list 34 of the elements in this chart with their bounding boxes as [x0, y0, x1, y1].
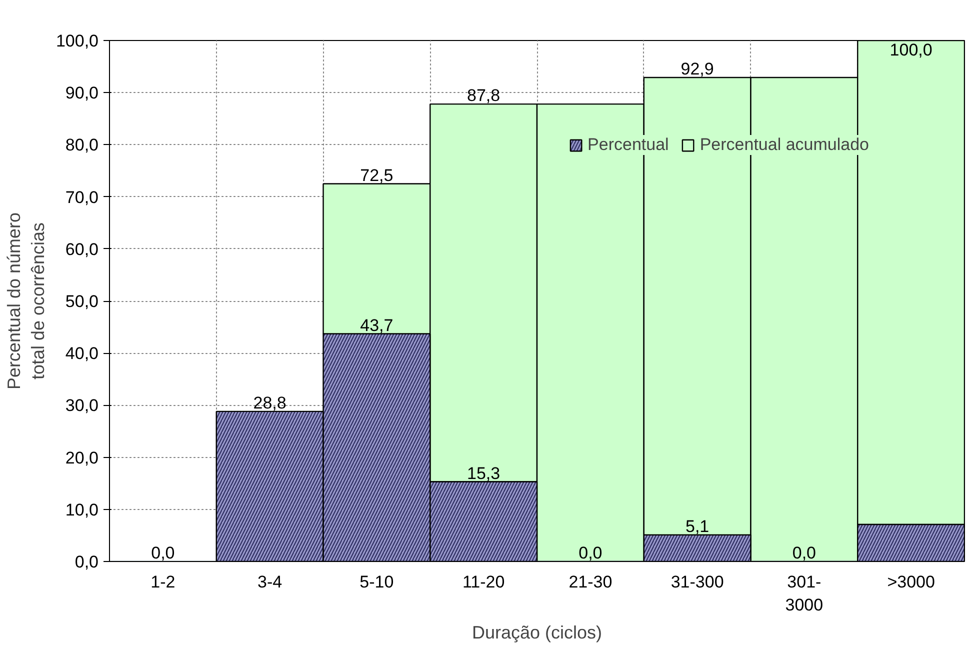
y-tick-label: 0,0: [74, 552, 99, 572]
legend-label: Percentual acumulado: [700, 135, 869, 155]
total-label: 72,5: [360, 166, 394, 185]
data-label: 28,8: [253, 393, 286, 412]
x-tick-label: 1-2: [150, 572, 176, 592]
data-label: 0,0: [792, 544, 816, 562]
x-tick-label: 11-20: [462, 572, 505, 592]
x-axis-title: Duração (ciclos): [472, 622, 602, 642]
y-tick-label: 60,0: [65, 240, 99, 259]
y-tick-label: 40,0: [65, 344, 99, 364]
total-label: 87,8: [467, 86, 500, 106]
y-tick-label: 80,0: [65, 136, 99, 155]
total-label: 100,0: [890, 40, 932, 60]
data-label: 43,7: [360, 316, 394, 335]
x-tick-label: 21-30: [568, 572, 612, 592]
y-tick-label: 100,0: [56, 32, 99, 50]
y-tick-label: 30,0: [65, 396, 99, 416]
y-tick-label: 70,0: [65, 188, 99, 207]
y-tick-label: 50,0: [65, 292, 99, 311]
y-tick-label: 10,0: [65, 500, 99, 520]
y-axis-title: Percentual do número total de ocorrências: [4, 212, 48, 390]
x-tick-label: 301-3000: [785, 572, 824, 614]
total-label: 92,9: [680, 59, 714, 78]
data-label: 5,1: [685, 516, 710, 536]
legend-label: Percentual: [588, 135, 669, 155]
data-label: 15,3: [467, 464, 500, 483]
y-tick-label: 20,0: [65, 448, 99, 468]
y-tick-label: 90,0: [65, 84, 99, 103]
data-label: 0,0: [578, 544, 602, 562]
x-tick-label: 5-10: [360, 572, 394, 592]
x-tick-label: 31-300: [670, 572, 724, 592]
data-label: 0,0: [151, 544, 175, 562]
x-tick-label: 3-4: [258, 572, 282, 592]
x-tick-label: >3000: [887, 572, 935, 592]
